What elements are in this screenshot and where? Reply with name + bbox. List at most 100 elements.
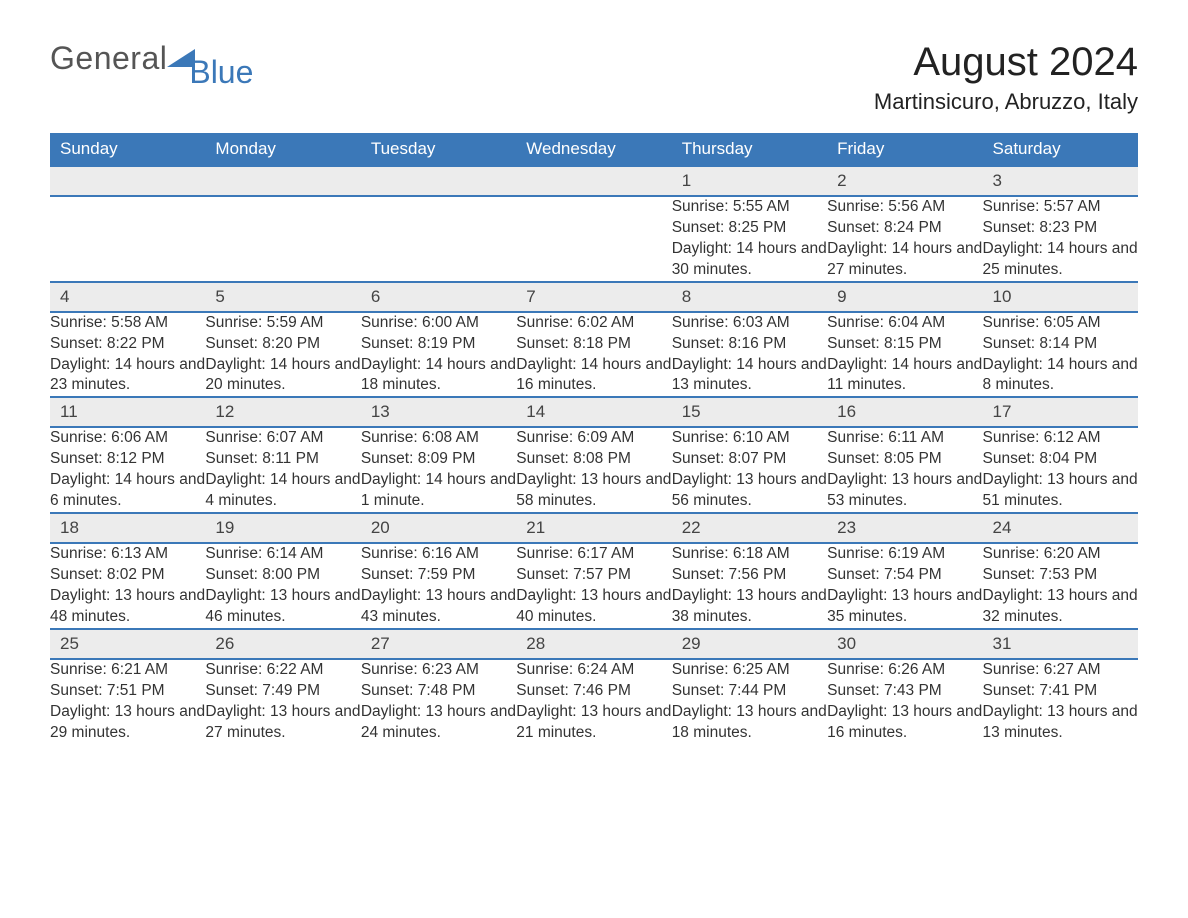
daylight-text: Daylight: 13 hours and 38 minutes. [672,586,827,628]
daylight-text: Daylight: 13 hours and 51 minutes. [983,470,1138,512]
week-detail-row: Sunrise: 6:13 AMSunset: 8:02 PMDaylight:… [50,543,1138,629]
day-detail-cell: Sunrise: 6:02 AMSunset: 8:18 PMDaylight:… [516,312,671,398]
day-detail-cell: Sunrise: 6:17 AMSunset: 7:57 PMDaylight:… [516,543,671,629]
day-detail: Sunrise: 6:07 AMSunset: 8:11 PMDaylight:… [205,428,360,512]
daylight-text: Daylight: 14 hours and 4 minutes. [205,470,360,512]
day-number-cell: 18 [50,513,205,543]
day-number: 4 [50,283,205,311]
daylight-text: Daylight: 13 hours and 27 minutes. [205,702,360,744]
sunrise-text: Sunrise: 6:12 AM [983,428,1138,449]
weekday-header-row: SundayMondayTuesdayWednesdayThursdayFrid… [50,133,1138,166]
sunrise-text: Sunrise: 6:24 AM [516,660,671,681]
sunset-text: Sunset: 7:54 PM [827,565,982,586]
day-detail-cell: Sunrise: 6:03 AMSunset: 8:16 PMDaylight:… [672,312,827,398]
day-detail-cell: Sunrise: 5:55 AMSunset: 8:25 PMDaylight:… [672,196,827,282]
day-number-cell: 29 [672,629,827,659]
day-detail: Sunrise: 5:57 AMSunset: 8:23 PMDaylight:… [983,197,1138,281]
day-number-cell [361,166,516,196]
sunset-text: Sunset: 8:08 PM [516,449,671,470]
location: Martinsicuro, Abruzzo, Italy [874,89,1138,115]
sunset-text: Sunset: 7:51 PM [50,681,205,702]
week-daynum-row: 123 [50,166,1138,196]
sunrise-text: Sunrise: 6:08 AM [361,428,516,449]
sunrise-text: Sunrise: 5:56 AM [827,197,982,218]
sunset-text: Sunset: 7:41 PM [983,681,1138,702]
sunrise-text: Sunrise: 6:07 AM [205,428,360,449]
day-detail: Sunrise: 6:23 AMSunset: 7:48 PMDaylight:… [361,660,516,744]
daylight-text: Daylight: 14 hours and 13 minutes. [672,355,827,397]
day-number: 5 [205,283,360,311]
day-number-cell: 30 [827,629,982,659]
daylight-text: Daylight: 13 hours and 16 minutes. [827,702,982,744]
sunset-text: Sunset: 8:22 PM [50,334,205,355]
day-number: 20 [361,514,516,542]
day-number: 10 [983,283,1138,311]
day-detail: Sunrise: 6:09 AMSunset: 8:08 PMDaylight:… [516,428,671,512]
day-number: 18 [50,514,205,542]
sunrise-text: Sunrise: 6:26 AM [827,660,982,681]
day-number-cell: 1 [672,166,827,196]
day-number-cell: 21 [516,513,671,543]
sunset-text: Sunset: 7:48 PM [361,681,516,702]
day-number: 22 [672,514,827,542]
logo-text-blue: Blue [189,54,253,91]
sunrise-text: Sunrise: 6:09 AM [516,428,671,449]
title-block: August 2024 Martinsicuro, Abruzzo, Italy [874,40,1138,125]
sunrise-text: Sunrise: 6:06 AM [50,428,205,449]
sunrise-text: Sunrise: 5:58 AM [50,313,205,334]
sunset-text: Sunset: 7:59 PM [361,565,516,586]
day-detail: Sunrise: 6:21 AMSunset: 7:51 PMDaylight:… [50,660,205,744]
day-detail-cell: Sunrise: 6:00 AMSunset: 8:19 PMDaylight:… [361,312,516,398]
sunset-text: Sunset: 8:16 PM [672,334,827,355]
day-detail: Sunrise: 6:24 AMSunset: 7:46 PMDaylight:… [516,660,671,744]
day-detail-cell: Sunrise: 5:59 AMSunset: 8:20 PMDaylight:… [205,312,360,398]
day-detail: Sunrise: 6:11 AMSunset: 8:05 PMDaylight:… [827,428,982,512]
day-number-cell: 27 [361,629,516,659]
day-number-cell: 7 [516,282,671,312]
day-number: 16 [827,398,982,426]
daylight-text: Daylight: 13 hours and 46 minutes. [205,586,360,628]
sunrise-text: Sunrise: 6:16 AM [361,544,516,565]
sunrise-text: Sunrise: 6:05 AM [983,313,1138,334]
sunrise-text: Sunrise: 6:27 AM [983,660,1138,681]
daylight-text: Daylight: 13 hours and 32 minutes. [983,586,1138,628]
day-detail-cell: Sunrise: 6:14 AMSunset: 8:00 PMDaylight:… [205,543,360,629]
weekday-header: Friday [827,133,982,166]
daylight-text: Daylight: 14 hours and 11 minutes. [827,355,982,397]
day-number: 9 [827,283,982,311]
sunrise-text: Sunrise: 6:25 AM [672,660,827,681]
daylight-text: Daylight: 14 hours and 16 minutes. [516,355,671,397]
sunset-text: Sunset: 8:19 PM [361,334,516,355]
daylight-text: Daylight: 13 hours and 56 minutes. [672,470,827,512]
day-number: 21 [516,514,671,542]
day-detail-cell: Sunrise: 6:05 AMSunset: 8:14 PMDaylight:… [983,312,1138,398]
day-detail-cell: Sunrise: 6:12 AMSunset: 8:04 PMDaylight:… [983,427,1138,513]
weekday-header: Saturday [983,133,1138,166]
page-header: General Blue August 2024 Martinsicuro, A… [50,40,1138,125]
sunrise-text: Sunrise: 6:03 AM [672,313,827,334]
day-number-cell: 17 [983,397,1138,427]
day-detail-cell [361,196,516,282]
sunset-text: Sunset: 8:09 PM [361,449,516,470]
week-detail-row: Sunrise: 6:21 AMSunset: 7:51 PMDaylight:… [50,659,1138,744]
sunrise-text: Sunrise: 6:04 AM [827,313,982,334]
day-detail: Sunrise: 6:17 AMSunset: 7:57 PMDaylight:… [516,544,671,628]
day-detail: Sunrise: 6:04 AMSunset: 8:15 PMDaylight:… [827,313,982,397]
day-detail: Sunrise: 5:55 AMSunset: 8:25 PMDaylight:… [672,197,827,281]
day-number-cell: 6 [361,282,516,312]
sunrise-text: Sunrise: 5:55 AM [672,197,827,218]
day-detail-cell: Sunrise: 6:23 AMSunset: 7:48 PMDaylight:… [361,659,516,744]
sunset-text: Sunset: 7:56 PM [672,565,827,586]
day-detail-cell: Sunrise: 6:16 AMSunset: 7:59 PMDaylight:… [361,543,516,629]
sunrise-text: Sunrise: 6:14 AM [205,544,360,565]
day-detail: Sunrise: 6:02 AMSunset: 8:18 PMDaylight:… [516,313,671,397]
month-title: August 2024 [874,40,1138,85]
day-detail-cell: Sunrise: 6:24 AMSunset: 7:46 PMDaylight:… [516,659,671,744]
day-detail: Sunrise: 6:05 AMSunset: 8:14 PMDaylight:… [983,313,1138,397]
day-detail-cell: Sunrise: 5:58 AMSunset: 8:22 PMDaylight:… [50,312,205,398]
day-detail: Sunrise: 6:08 AMSunset: 8:09 PMDaylight:… [361,428,516,512]
week-detail-row: Sunrise: 5:58 AMSunset: 8:22 PM Daylight:… [50,312,1138,398]
day-detail: Sunrise: 6:18 AMSunset: 7:56 PMDaylight:… [672,544,827,628]
day-detail-cell: Sunrise: 6:09 AMSunset: 8:08 PMDaylight:… [516,427,671,513]
sunset-text: Sunset: 7:53 PM [983,565,1138,586]
